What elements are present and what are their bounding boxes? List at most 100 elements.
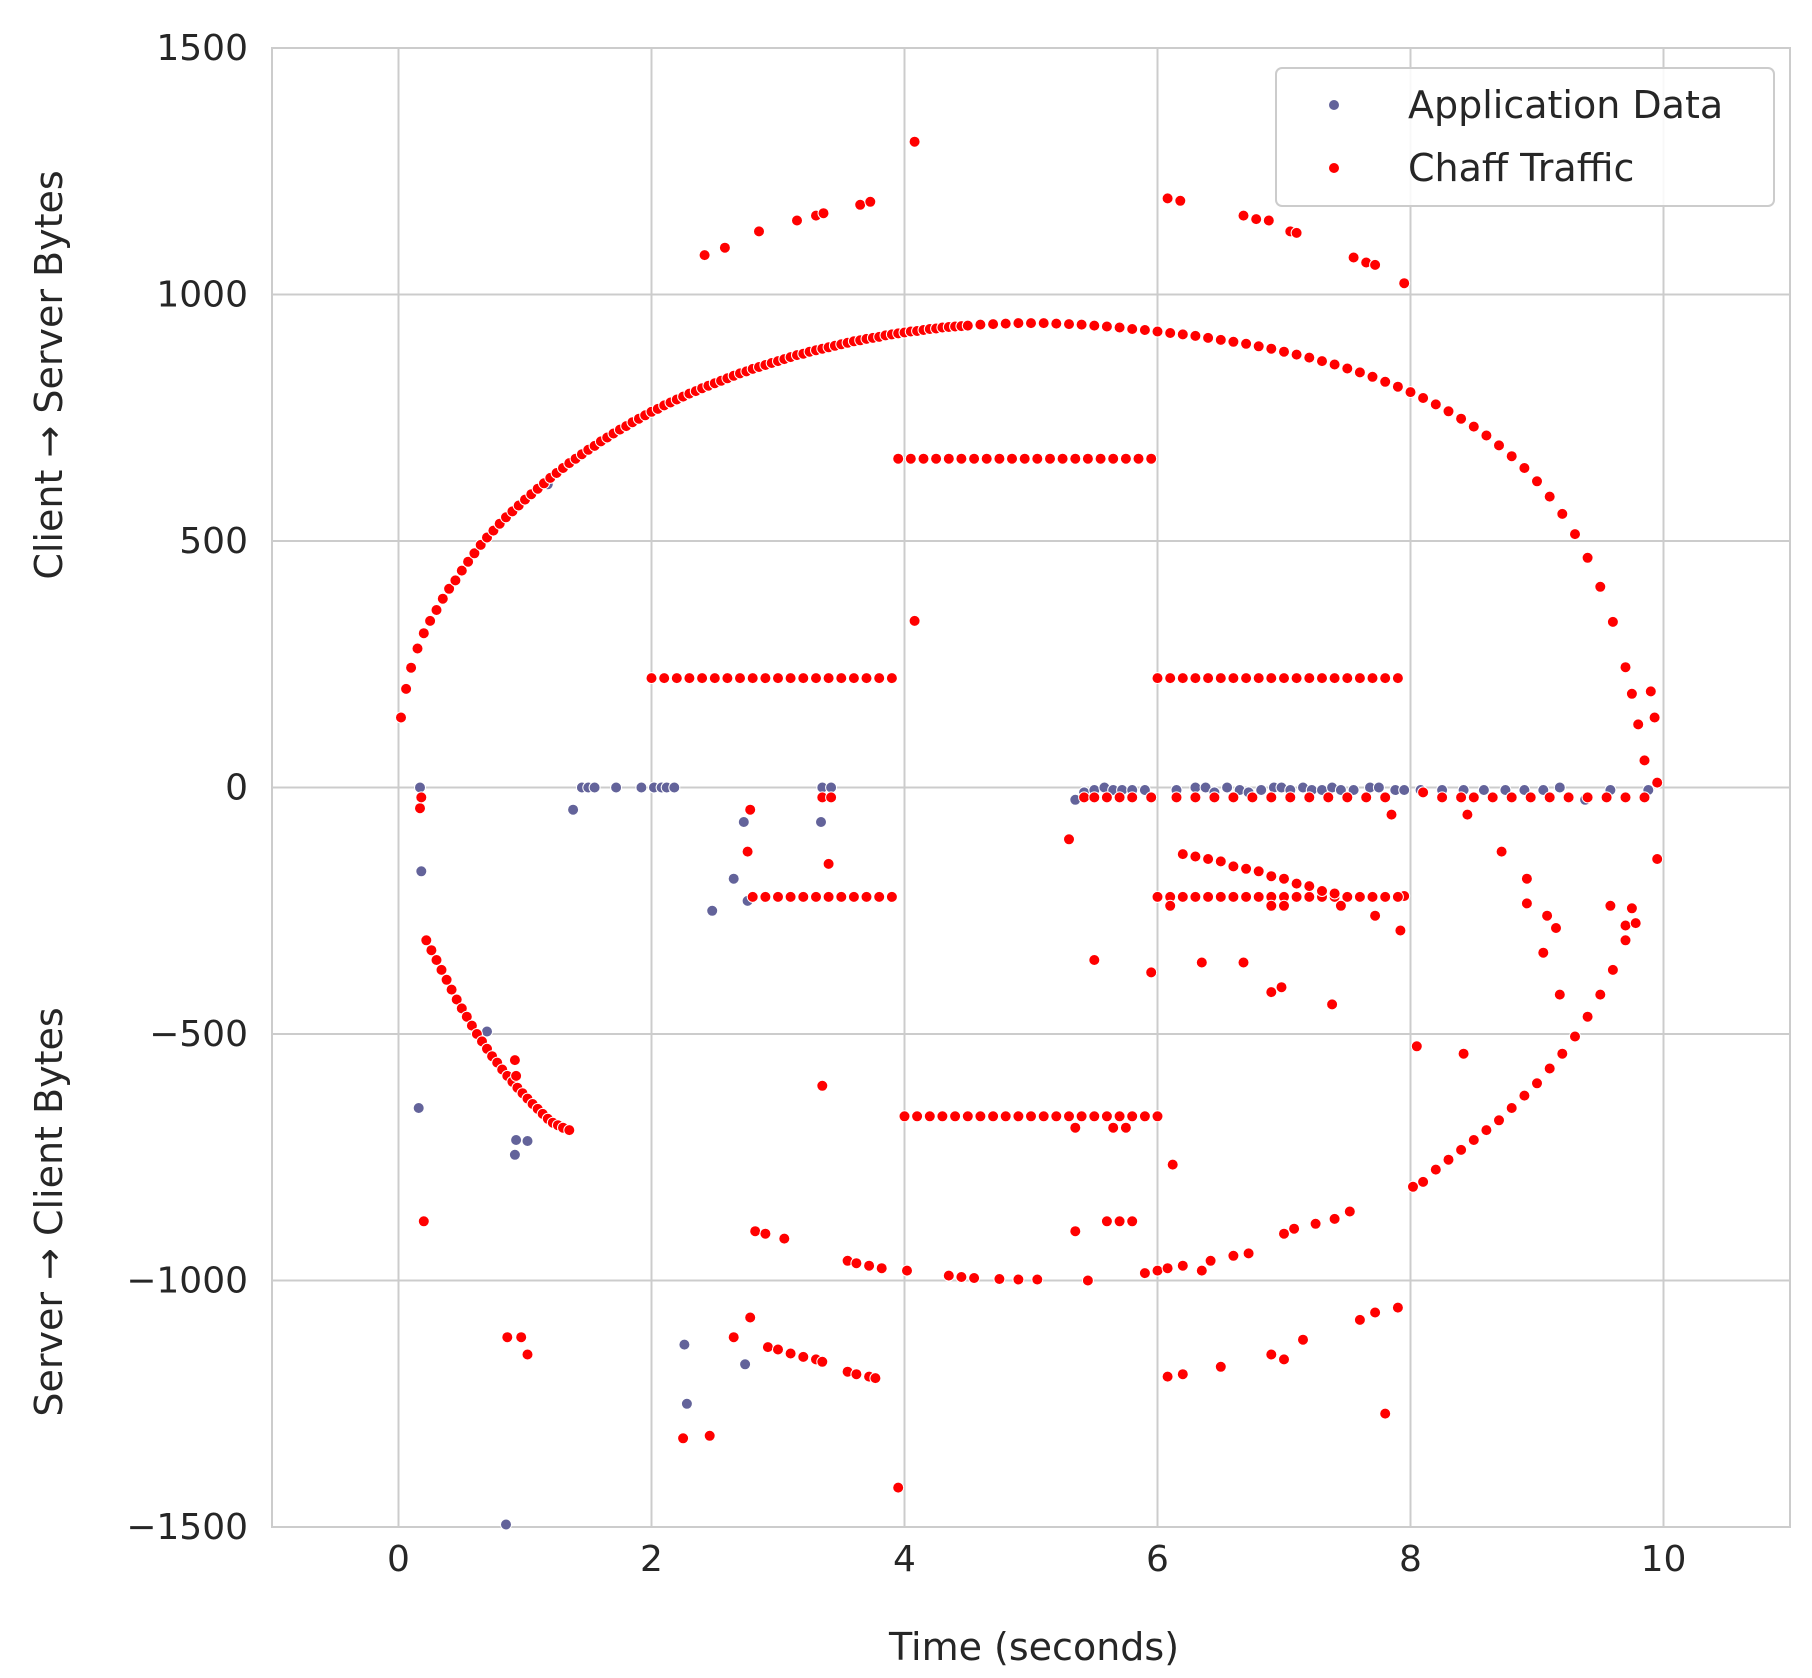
data-point <box>1050 1110 1063 1123</box>
data-point <box>1138 324 1151 336</box>
data-point <box>1600 791 1613 804</box>
data-point <box>1278 345 1290 358</box>
series-application-data <box>412 478 1655 1531</box>
data-point <box>1161 1262 1174 1275</box>
data-point <box>417 1215 430 1228</box>
data-point <box>1486 791 1499 804</box>
data-point <box>1164 899 1177 912</box>
data-point <box>1648 711 1661 724</box>
data-point <box>863 1259 876 1272</box>
data-point <box>1189 672 1202 685</box>
data-point <box>1278 672 1290 685</box>
data-point <box>1366 370 1379 383</box>
data-point <box>847 672 860 685</box>
data-point <box>797 890 810 903</box>
data-point <box>567 803 580 816</box>
data-point <box>1214 333 1227 346</box>
data-point <box>508 1054 521 1067</box>
data-point <box>521 1135 534 1147</box>
data-point <box>908 135 921 148</box>
data-point <box>942 452 955 465</box>
data-point <box>1240 672 1253 685</box>
data-point <box>508 1148 521 1161</box>
data-point <box>1265 899 1278 912</box>
data-point <box>1303 672 1316 685</box>
data-point <box>901 1264 913 1277</box>
data-point <box>784 1347 797 1360</box>
data-point <box>1391 1301 1404 1314</box>
data-point <box>1347 251 1360 264</box>
data-point <box>1537 946 1550 959</box>
data-point <box>698 249 711 262</box>
data-point <box>1265 672 1278 685</box>
data-point <box>784 890 797 903</box>
data-point <box>817 207 830 220</box>
data-point <box>1031 1273 1044 1286</box>
x-axis-label: Time (seconds) <box>888 1625 1179 1669</box>
y-axis-label-upper: Client → Server Bytes <box>27 170 71 579</box>
data-point <box>1629 917 1642 930</box>
data-point <box>1480 1124 1493 1137</box>
data-point <box>1477 784 1490 796</box>
data-point <box>930 452 943 465</box>
data-point <box>1638 754 1651 767</box>
data-point <box>1303 791 1316 804</box>
data-point <box>1189 329 1202 342</box>
data-point <box>1353 890 1366 903</box>
data-points <box>395 135 1664 1531</box>
data-point <box>968 1272 981 1284</box>
data-point <box>1255 784 1268 796</box>
x-tick-label: 10 <box>1641 1539 1687 1580</box>
data-point <box>835 672 848 685</box>
data-point <box>1297 1333 1309 1346</box>
data-point <box>1126 1110 1139 1123</box>
data-point <box>1625 902 1638 915</box>
data-point <box>1524 791 1537 804</box>
data-point <box>1284 791 1297 804</box>
legend-marker-chaff-traffic <box>1328 162 1340 174</box>
data-point <box>481 1025 493 1038</box>
data-point <box>696 672 709 685</box>
data-point <box>1505 791 1518 804</box>
data-point <box>942 1269 955 1282</box>
data-point <box>1250 213 1263 226</box>
data-point <box>515 1331 528 1344</box>
data-point <box>1107 1121 1120 1134</box>
data-point <box>772 890 784 903</box>
data-point <box>1113 321 1126 334</box>
data-point <box>721 672 734 685</box>
x-tick-label: 6 <box>1146 1539 1169 1580</box>
data-point <box>746 890 759 903</box>
y-tick-label: 1500 <box>156 28 248 69</box>
data-point <box>1078 791 1091 804</box>
data-point <box>668 781 681 794</box>
data-point <box>1227 1249 1240 1262</box>
data-point <box>1391 890 1404 903</box>
data-point <box>746 672 759 685</box>
data-point <box>708 672 721 685</box>
data-point <box>955 452 968 465</box>
data-point <box>1604 899 1617 912</box>
data-point <box>1151 325 1164 338</box>
data-point <box>658 672 671 685</box>
data-point <box>1214 672 1227 685</box>
data-point <box>1328 672 1341 685</box>
data-point <box>739 1358 752 1371</box>
data-point <box>791 214 803 227</box>
data-point <box>1328 358 1341 371</box>
data-point <box>1379 375 1392 388</box>
data-point <box>1467 420 1480 433</box>
data-point <box>1569 528 1581 541</box>
data-point <box>1429 398 1442 411</box>
data-point <box>1309 1217 1322 1230</box>
data-point <box>911 1110 924 1123</box>
data-point <box>1018 452 1031 465</box>
data-point <box>1145 452 1158 465</box>
data-point <box>759 672 772 685</box>
data-point <box>1436 791 1449 804</box>
data-point <box>1170 791 1183 804</box>
data-point <box>1161 192 1174 205</box>
data-point <box>1531 475 1543 488</box>
legend-label-application-data: Application Data <box>1408 83 1723 127</box>
data-point <box>1569 1030 1581 1043</box>
